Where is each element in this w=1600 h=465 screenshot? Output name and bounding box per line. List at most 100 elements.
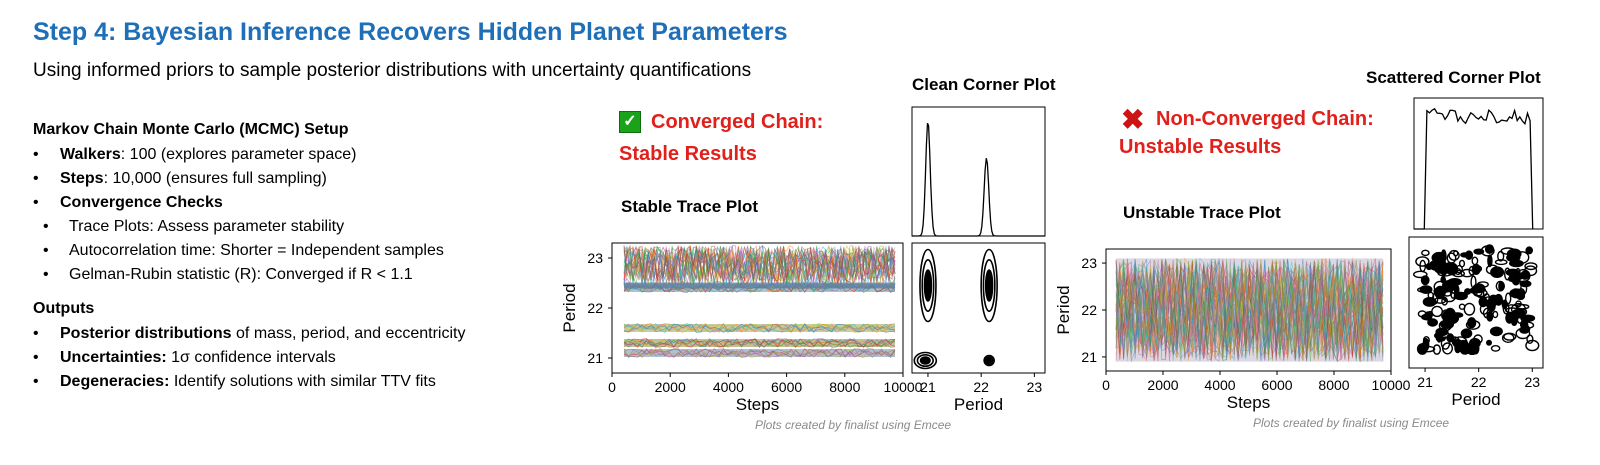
- walker-band: [624, 339, 895, 347]
- contour-ring: [1503, 332, 1517, 341]
- contour-ring: [1427, 318, 1439, 327]
- contour-ring: [1497, 250, 1505, 262]
- contour-ring: [1417, 286, 1430, 293]
- walkers-value: : 100 (explores parameter space): [120, 146, 357, 163]
- x-tick-label: 8000: [829, 379, 860, 395]
- contour-ring: [913, 351, 938, 370]
- walker-trace: [1115, 257, 1384, 362]
- walker-trace: [1115, 258, 1384, 362]
- converged-subheader: Stable Results: [619, 143, 757, 165]
- walker-trace: [623, 245, 896, 286]
- x-tick-label: 4000: [1204, 377, 1235, 393]
- list-item: Uncertainties: 1σ confidence intervals: [33, 346, 465, 370]
- y-tick-label: 23: [1081, 255, 1097, 271]
- walker-trace: [623, 348, 896, 359]
- walker-trace: [1115, 258, 1384, 362]
- contour-ring: [1441, 342, 1453, 355]
- walker-trace: [1115, 259, 1384, 356]
- contour-ring: [921, 258, 935, 313]
- list-item: Walkers: 100 (explores parameter space): [33, 143, 356, 167]
- degeneracies-text: Identify solutions with similar TTV fits: [169, 373, 436, 390]
- contour-ring: [1498, 281, 1504, 292]
- walker-trace: [1115, 259, 1384, 359]
- plot-frame: [911, 242, 1046, 374]
- x-axis-label: Steps: [1227, 393, 1270, 412]
- contour-ring: [983, 354, 995, 367]
- x-tick-label: 6000: [1261, 377, 1292, 393]
- contour-ring: [1413, 270, 1428, 279]
- contour-ring: [1489, 326, 1503, 337]
- contour-ring: [1525, 246, 1533, 255]
- walker-trace: [1115, 257, 1384, 362]
- walker-trace: [623, 245, 896, 285]
- contour-ring: [1421, 249, 1430, 257]
- walker-trace: [1115, 258, 1384, 362]
- contour-ring: [1465, 342, 1479, 355]
- contour-ring: [1490, 344, 1501, 352]
- steps-value: : 10,000 (ensures full sampling): [103, 170, 327, 187]
- x-tick-label: 21: [1417, 374, 1433, 390]
- contour-ring: [1447, 277, 1462, 286]
- walker-trace: [1115, 265, 1384, 363]
- list-item: Convergence Checks: [33, 191, 356, 215]
- outputs-list: Posterior distributions of mass, period,…: [33, 322, 465, 394]
- x-axis-label: Period: [954, 395, 1003, 414]
- y-axis-label: Period: [1054, 285, 1073, 334]
- mcmc-setup-heading: Markov Chain Monte Carlo (MCMC) Setup: [33, 121, 349, 138]
- walker-trace: [1115, 258, 1384, 362]
- contour-ring: [1473, 289, 1483, 297]
- contour-ring: [980, 248, 998, 323]
- walker-trace: [1115, 260, 1384, 362]
- list-item: Gelman-Rubin statistic (R): Converged if…: [33, 263, 444, 287]
- walker-trace: [1115, 259, 1384, 360]
- contour-ring: [1505, 268, 1520, 277]
- x-tick-label: 8000: [1318, 377, 1349, 393]
- walker-trace: [1115, 260, 1384, 359]
- x-axis-label: Steps: [736, 395, 779, 414]
- x-tick-label: 2000: [655, 379, 686, 395]
- walker-trace: [1115, 259, 1384, 359]
- walker-trace: [1115, 258, 1384, 361]
- unstable-trace-label: Unstable Trace Plot: [1123, 203, 1281, 222]
- contour-ring: [1495, 280, 1506, 292]
- walker-trace: [623, 244, 896, 286]
- walker-trace: [1115, 257, 1384, 363]
- walker-trace: [1115, 259, 1384, 362]
- contour-ring: [1464, 250, 1474, 260]
- contour-ring: [1438, 259, 1447, 266]
- contour-ring: [1463, 302, 1476, 316]
- contour-ring: [1460, 328, 1473, 339]
- y-tick-label: 22: [1081, 302, 1097, 318]
- contour-ring: [919, 356, 931, 365]
- walker-trace: [1115, 259, 1384, 356]
- walker-band: [1116, 258, 1383, 362]
- walker-trace: [623, 347, 896, 358]
- walker-trace: [623, 348, 896, 358]
- steps-label: Steps: [60, 170, 104, 187]
- list-item: Steps: 10,000 (ensures full sampling): [33, 167, 356, 191]
- contour-ring: [1415, 256, 1430, 267]
- list-item: Autocorrelation time: Shorter = Independ…: [33, 239, 444, 263]
- walker-trace: [1115, 262, 1384, 362]
- nonconverged-subheader: Unstable Results: [1119, 136, 1282, 158]
- walker-band: [624, 282, 895, 289]
- cross-icon: ✖: [1121, 104, 1145, 135]
- stable-trace-walkers: [623, 244, 896, 359]
- walker-trace: [1115, 259, 1384, 361]
- walker-trace: [1115, 258, 1384, 362]
- contour-ring: [1524, 262, 1538, 271]
- nonconverged-header: Non-Converged Chain:: [1156, 108, 1374, 130]
- walkers-label: Walkers: [60, 146, 121, 163]
- walker-trace: [1115, 259, 1384, 361]
- walker-trace: [1115, 259, 1384, 361]
- contour-ring: [1492, 310, 1499, 319]
- walker-trace: [1115, 260, 1384, 361]
- posterior-text: of mass, period, and eccentricity: [231, 325, 466, 342]
- walker-trace: [623, 338, 896, 349]
- list-item: Posterior distributions of mass, period,…: [33, 322, 465, 346]
- x-tick-label: 22: [1471, 374, 1487, 390]
- y-tick-label: 21: [1081, 349, 1097, 365]
- contour-ring: [1515, 327, 1531, 340]
- converged-credit: Plots created by finalist using Emcee: [755, 418, 952, 432]
- walker-trace: [1115, 261, 1384, 362]
